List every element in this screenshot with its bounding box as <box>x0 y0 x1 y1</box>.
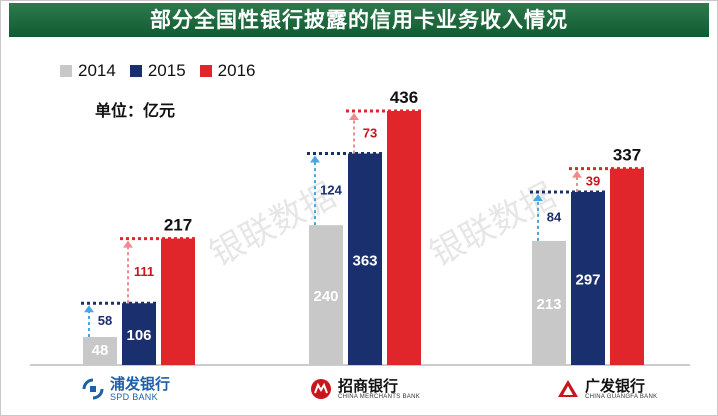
spdb-logo-icon <box>80 376 106 402</box>
bar-value-label: 363 <box>352 252 377 269</box>
increment-label: 73 <box>363 125 377 140</box>
increment-label: 111 <box>134 264 154 279</box>
increment-label: 124 <box>320 182 342 197</box>
increment-label: 84 <box>547 209 562 224</box>
bar-2014 <box>83 337 117 365</box>
legend-swatch-2015 <box>129 65 142 77</box>
bar-2015 <box>348 153 382 365</box>
bar-value-label: 217 <box>164 216 192 235</box>
cmb-logo-icon <box>308 376 334 402</box>
increment-arrowhead <box>123 240 133 248</box>
increment-label: 58 <box>98 313 112 328</box>
increment-arrowhead <box>533 193 543 201</box>
legend-item-2016: 2016 <box>199 61 256 81</box>
increment-arrowhead <box>84 305 94 313</box>
bar-2015 <box>122 303 156 365</box>
logo-en-spdb: SPD BANK <box>110 391 158 402</box>
bank-logo-spdb: 浦发银行 SPD BANK <box>80 376 170 402</box>
legend-label-2014: 2014 <box>78 61 116 80</box>
logo-en-cgb: CHINA GUANGFA BANK <box>585 393 658 400</box>
bar-2016 <box>161 238 195 365</box>
logo-cn-cmb: 招商银行 <box>338 376 399 395</box>
chart-title: 部分全国性银行披露的信用卡业务收入情况 <box>9 3 709 37</box>
watermark-layer: 银联数据 银联数据 <box>203 175 562 274</box>
legend-label-2016: 2016 <box>217 61 256 80</box>
bar-value-label: 213 <box>536 296 561 313</box>
increment-arrowhead <box>310 155 320 163</box>
bar-2016 <box>610 168 644 365</box>
legend-swatch-2016 <box>199 65 212 77</box>
bar-value-label: 337 <box>613 146 641 165</box>
bar-value-label: 297 <box>575 271 600 288</box>
bar-value-label: 240 <box>313 288 338 305</box>
increment-arrowhead <box>572 170 582 178</box>
legend-item-2015: 2015 <box>129 61 186 81</box>
bank-logo-cmb: 招商银行 CHINA MERCHANTS BANK <box>308 376 420 402</box>
legend-swatch-2014 <box>60 65 72 77</box>
cgb-logo-icon <box>555 376 581 402</box>
bar-value-label: 48 <box>92 342 109 359</box>
bank-logo-cgb: 广发银行 CHINA GUANGFA BANK <box>555 376 657 402</box>
bar-value-label: 106 <box>126 327 151 344</box>
bar-2015 <box>571 191 605 365</box>
bar-2014 <box>532 240 566 365</box>
legend-item-2014: 2014 <box>60 61 116 81</box>
legend-label-2015: 2015 <box>147 61 186 80</box>
increment-label: 39 <box>586 173 600 188</box>
legend: 2014 2015 2016 <box>60 61 255 81</box>
logo-cn-spdb: 浦发银行 <box>110 374 171 393</box>
unit-label: 单位：亿元 <box>95 101 176 120</box>
logo-cn-cgb: 广发银行 <box>585 376 646 395</box>
bar-2014 <box>309 225 343 365</box>
bar-2016 <box>387 111 421 365</box>
increment-arrowhead <box>349 113 359 120</box>
bar-value-label: 436 <box>390 88 418 107</box>
logo-en-cmb: CHINA MERCHANTS BANK <box>338 393 421 400</box>
